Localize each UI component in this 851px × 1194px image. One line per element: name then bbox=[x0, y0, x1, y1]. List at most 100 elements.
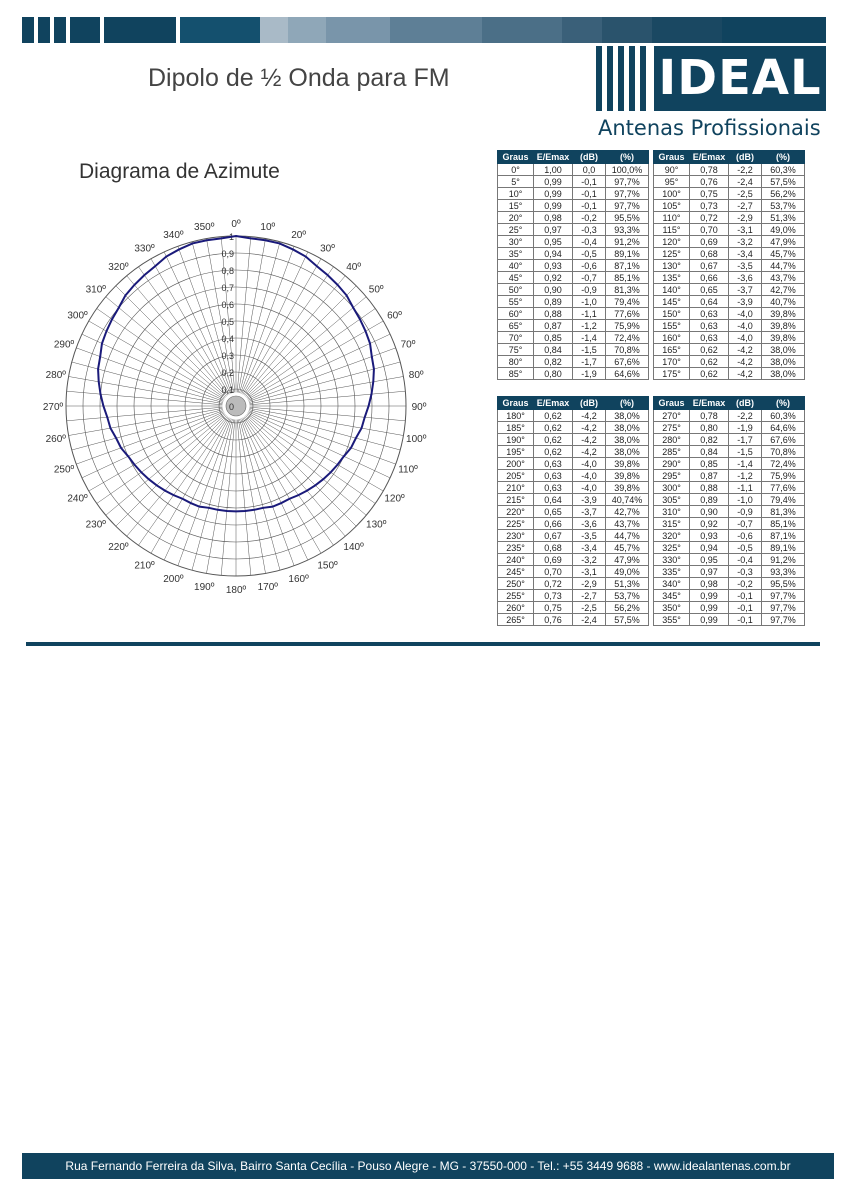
table-cell: 260° bbox=[497, 601, 534, 614]
grid-spoke bbox=[248, 333, 391, 401]
table-cell: 93,3% bbox=[605, 223, 649, 236]
column-gap bbox=[648, 529, 654, 542]
column-gap bbox=[648, 235, 654, 248]
table-cell: -1,2 bbox=[572, 319, 606, 332]
data-point bbox=[322, 478, 325, 481]
table-cell: 0,72 bbox=[689, 211, 729, 224]
table-row: 225° 0,66 -3,6 43,7% 315° 0,92 -0,7 85,1% bbox=[497, 517, 805, 530]
table-row: 5° 0,99 -0,1 97,7% 95° 0,76 -2,4 57,5% bbox=[497, 175, 805, 188]
grid-spoke bbox=[206, 238, 234, 393]
table-0-175: Graus E/Emax (dB) (%) Graus E/Emax (dB) (%) 0° 1,… bbox=[497, 150, 805, 380]
table-cell: 0,70 bbox=[689, 223, 729, 236]
table-cell: 75° bbox=[497, 343, 534, 356]
grid-spoke bbox=[206, 419, 234, 574]
table-row: 55° 0,89 -1,0 79,4% 145° 0,64 -3,9 40,7% bbox=[497, 295, 805, 308]
angle-tick-label: 150º bbox=[317, 561, 338, 572]
column-gap bbox=[648, 613, 654, 626]
table-cell: 0° bbox=[497, 163, 534, 176]
top-bar-segment bbox=[482, 17, 562, 43]
table-cell: 0,88 bbox=[689, 481, 729, 494]
column-gap bbox=[648, 175, 654, 188]
table-cell: -2,2 bbox=[728, 163, 762, 176]
table-cell: 0,97 bbox=[689, 565, 729, 578]
grid-spoke bbox=[115, 285, 227, 397]
table-cell: 91,2% bbox=[605, 235, 649, 248]
data-point bbox=[181, 497, 184, 500]
table-cell: -0,1 bbox=[572, 199, 606, 212]
table-cell: 0,73 bbox=[689, 199, 729, 212]
table-cell: 75,9% bbox=[761, 469, 805, 482]
table-cell: 0,99 bbox=[533, 199, 573, 212]
table-cell: 0,85 bbox=[533, 331, 573, 344]
table-cell: 56,2% bbox=[605, 601, 649, 614]
angle-tick-label: 0º bbox=[231, 219, 241, 230]
table-cell: 50° bbox=[497, 283, 534, 296]
angle-tick-label: 240º bbox=[67, 494, 88, 505]
table-cell: 38,0% bbox=[605, 409, 649, 422]
column-gap bbox=[648, 331, 654, 344]
grid-spoke bbox=[163, 418, 231, 561]
radial-tick-label: 0,2 bbox=[221, 368, 234, 378]
radial-tick-label: 0,7 bbox=[221, 283, 234, 293]
column-header: Graus bbox=[497, 150, 534, 164]
grid-spoke bbox=[88, 320, 225, 400]
grid-spoke bbox=[68, 376, 223, 404]
column-gap bbox=[648, 247, 654, 260]
table-cell: 38,0% bbox=[761, 367, 805, 380]
data-point bbox=[97, 368, 99, 370]
grid-spoke bbox=[244, 275, 346, 396]
grid-spoke bbox=[242, 417, 322, 554]
data-point bbox=[369, 342, 371, 345]
grid-spoke bbox=[241, 251, 309, 394]
grid-spoke bbox=[246, 413, 376, 504]
column-header: E/Emax bbox=[533, 396, 573, 410]
top-bar-segment bbox=[104, 17, 176, 43]
grid-spoke bbox=[244, 416, 346, 537]
table-cell: -1,4 bbox=[728, 457, 762, 470]
radial-tick-label: 0,1 bbox=[221, 385, 234, 395]
table-row: 250° 0,72 -2,9 51,3% 340° 0,98 -0,2 95,5% bbox=[497, 577, 805, 590]
top-bar-segment bbox=[180, 17, 260, 43]
grid-spoke bbox=[241, 418, 309, 561]
table-cell: 57,5% bbox=[605, 613, 649, 626]
table-row: 35° 0,94 -0,5 89,1% 125° 0,68 -3,4 45,7% bbox=[497, 247, 805, 260]
data-point bbox=[127, 455, 129, 458]
table-cell: 97,7% bbox=[605, 187, 649, 200]
table-cell: 175° bbox=[653, 367, 690, 380]
table-cell: 97,7% bbox=[761, 589, 805, 602]
chart-title: Diagrama de Azimute bbox=[79, 160, 280, 183]
table-cell: 310° bbox=[653, 505, 690, 518]
table-cell: -3,4 bbox=[728, 247, 762, 260]
table-cell: 275° bbox=[653, 421, 690, 434]
table-row: 0° 1,00 0,0 100,0% 90° 0,78 -2,2 60,3% bbox=[497, 163, 805, 176]
grid-spoke bbox=[236, 419, 252, 576]
table-cell: -3,7 bbox=[572, 505, 606, 518]
table-cell: 0,62 bbox=[533, 445, 573, 458]
table-cell: 65° bbox=[497, 319, 534, 332]
grid-spoke bbox=[249, 376, 404, 404]
table-cell: 140° bbox=[653, 283, 690, 296]
table-cell: 70° bbox=[497, 331, 534, 344]
top-bar-segment bbox=[34, 17, 38, 43]
table-row: 65° 0,87 -1,2 75,9% 155° 0,63 -4,0 39,8% bbox=[497, 319, 805, 332]
table-cell: -3,5 bbox=[728, 259, 762, 272]
data-point bbox=[370, 355, 373, 358]
table-cell: 0,92 bbox=[533, 271, 573, 284]
column-gap bbox=[648, 577, 654, 590]
table-cell: 0,65 bbox=[689, 283, 729, 296]
table-cell: 97,7% bbox=[761, 613, 805, 626]
table-cell: -3,4 bbox=[572, 541, 606, 554]
table-cell: 0,63 bbox=[533, 481, 573, 494]
grid-spoke bbox=[81, 411, 224, 479]
table-cell: 0,87 bbox=[689, 469, 729, 482]
table-cell: 95,5% bbox=[761, 577, 805, 590]
grid-spoke bbox=[150, 417, 230, 554]
column-gap bbox=[648, 163, 654, 176]
table-cell: -2,9 bbox=[728, 211, 762, 224]
data-point bbox=[314, 484, 317, 487]
table-cell: 240° bbox=[497, 553, 534, 566]
data-point bbox=[198, 505, 201, 508]
table-cell: 64,6% bbox=[605, 367, 649, 380]
table-cell: 45° bbox=[497, 271, 534, 284]
table-cell: 38,0% bbox=[605, 421, 649, 434]
